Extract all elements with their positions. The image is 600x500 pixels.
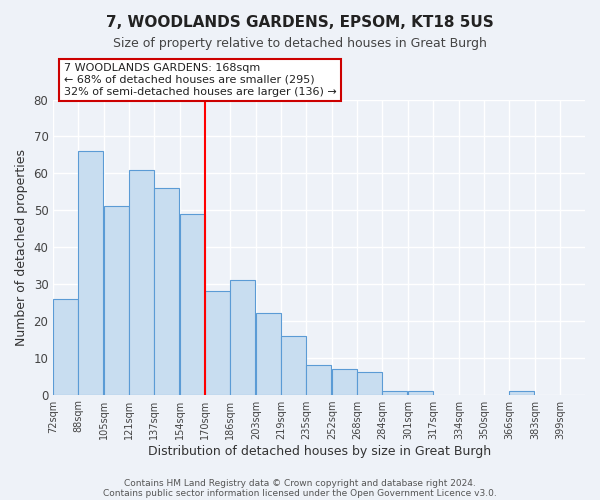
Bar <box>181 214 205 394</box>
Text: Contains public sector information licensed under the Open Government Licence v3: Contains public sector information licen… <box>103 488 497 498</box>
Bar <box>154 188 179 394</box>
Text: 7 WOODLANDS GARDENS: 168sqm
← 68% of detached houses are smaller (295)
32% of se: 7 WOODLANDS GARDENS: 168sqm ← 68% of det… <box>64 64 337 96</box>
Bar <box>53 298 78 394</box>
Text: Size of property relative to detached houses in Great Burgh: Size of property relative to detached ho… <box>113 38 487 51</box>
Text: 7, WOODLANDS GARDENS, EPSOM, KT18 5US: 7, WOODLANDS GARDENS, EPSOM, KT18 5US <box>106 15 494 30</box>
Bar <box>78 151 103 394</box>
Bar <box>509 391 534 394</box>
Bar <box>306 365 331 394</box>
X-axis label: Distribution of detached houses by size in Great Burgh: Distribution of detached houses by size … <box>148 444 491 458</box>
Bar <box>256 314 281 394</box>
Bar <box>129 170 154 394</box>
Bar <box>408 391 433 394</box>
Bar <box>104 206 129 394</box>
Bar <box>230 280 255 394</box>
Y-axis label: Number of detached properties: Number of detached properties <box>15 148 28 346</box>
Bar <box>357 372 382 394</box>
Bar <box>332 369 357 394</box>
Bar <box>382 391 407 394</box>
Bar <box>205 292 230 395</box>
Bar <box>281 336 306 394</box>
Text: Contains HM Land Registry data © Crown copyright and database right 2024.: Contains HM Land Registry data © Crown c… <box>124 478 476 488</box>
